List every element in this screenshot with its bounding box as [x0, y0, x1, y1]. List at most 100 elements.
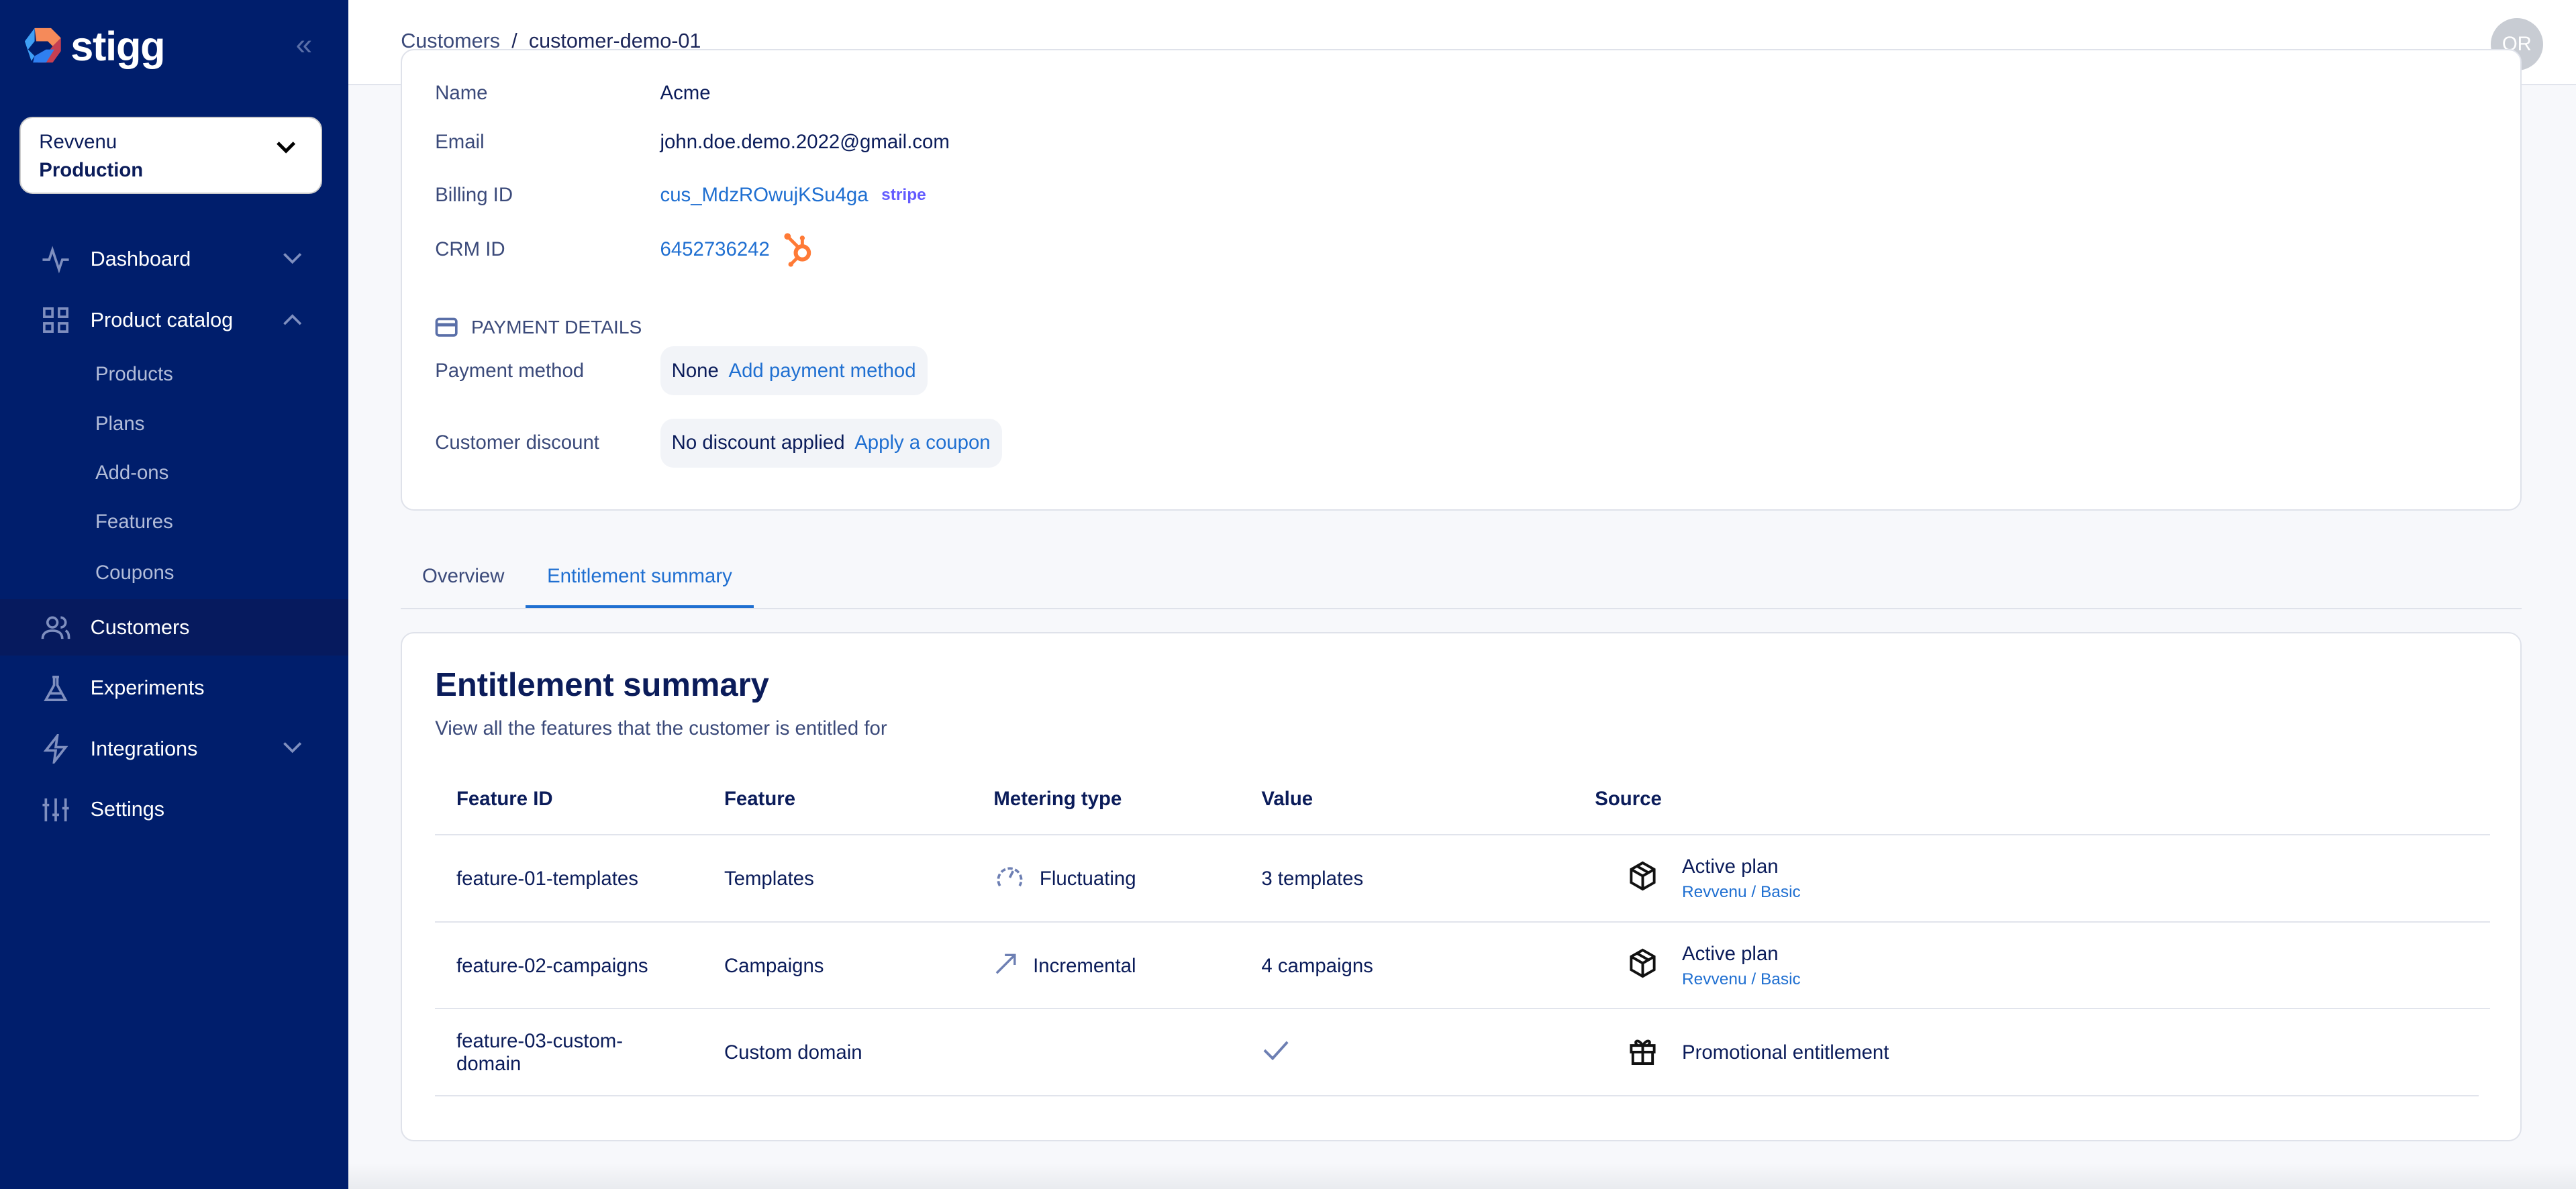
feature-name: Custom domain: [724, 1041, 862, 1064]
chevron-down-icon[interactable]: [283, 249, 302, 270]
sidebar-item-products[interactable]: Products: [0, 346, 348, 402]
breadcrumb-separator: /: [511, 30, 517, 53]
name-value: Acme: [660, 81, 711, 104]
chevron-down-icon: [277, 141, 296, 154]
add-payment-method-link[interactable]: Add payment method: [728, 359, 916, 382]
sidebar-item-label: Dashboard: [90, 248, 191, 271]
table-bottom-border: [435, 1095, 2479, 1096]
sidebar-item-customers[interactable]: Customers: [0, 599, 348, 656]
section-subtitle: View all the features that the customer …: [435, 717, 887, 740]
billing-id-label: Billing ID: [435, 183, 513, 206]
source-plan-link[interactable]: Revvenu / Basic: [1681, 970, 1801, 989]
stripe-logo: stripe: [881, 185, 926, 204]
page-bottom-shadow: [348, 1162, 2576, 1189]
sidebar: stigg « Revvenu Production Dashboard Prod…: [0, 0, 348, 1189]
sidebar-item-product-catalog[interactable]: Product catalog: [0, 293, 348, 348]
payment-method-value: None: [671, 359, 719, 382]
activity-icon: [41, 245, 70, 274]
table-row[interactable]: feature-01-templates Templates Fluctuati…: [435, 833, 2491, 921]
collapse-sidebar-button[interactable]: «: [295, 28, 313, 61]
metering-type: Incremental: [1033, 954, 1136, 977]
section-title: Entitlement summary: [435, 667, 769, 704]
discount-pill: No discount applied Apply a coupon: [660, 418, 1002, 468]
environment-selector[interactable]: Revvenu Production: [19, 116, 322, 194]
bolt-icon: [41, 734, 70, 764]
sliders-icon: [41, 795, 70, 825]
customer-details-card: Name Acme Email john.doe.demo.2022@gmail.c…: [401, 49, 2522, 511]
arrow-up-right-icon: [993, 950, 1020, 982]
sidebar-item-label: Products: [95, 363, 173, 386]
grid-icon: [41, 305, 70, 335]
breadcrumb: Customers / customer-demo-01: [401, 30, 701, 53]
tabs: Overview Entitlement summary: [401, 547, 2522, 610]
email-label: Email: [435, 131, 485, 154]
payment-method-pill: None Add payment method: [660, 346, 928, 396]
environment-name: Production: [39, 158, 144, 181]
table-row[interactable]: feature-03-custom-domain Custom domain P…: [435, 1008, 2491, 1095]
crm-id-label: CRM ID: [435, 238, 505, 260]
feature-name: Templates: [724, 867, 814, 890]
stigg-logo[interactable]: stigg: [21, 23, 165, 70]
tab-entitlement-summary[interactable]: Entitlement summary: [526, 547, 754, 608]
box-icon: [1626, 947, 1659, 985]
crm-id-link[interactable]: 6452736242: [660, 238, 770, 260]
sidebar-item-label: Features: [95, 511, 173, 533]
feature-name: Campaigns: [724, 954, 824, 977]
column-header-feature-id: Feature ID: [456, 788, 553, 811]
sidebar-item-label: Integrations: [90, 737, 198, 760]
account-name: Revvenu: [39, 131, 117, 154]
sidebar-item-experiments[interactable]: Experiments: [0, 660, 348, 716]
sidebar-item-add-ons[interactable]: Add-ons: [0, 445, 348, 501]
sidebar-item-label: Add-ons: [95, 461, 169, 484]
billing-id-link[interactable]: cus_MdzROwujKSu4ga: [660, 183, 869, 206]
sidebar-item-plans[interactable]: Plans: [0, 396, 348, 452]
customer-discount-label: Customer discount: [435, 431, 599, 454]
metering-type: Fluctuating: [1039, 867, 1136, 890]
credit-card-icon: [435, 317, 458, 337]
sidebar-item-dashboard[interactable]: Dashboard: [0, 231, 348, 287]
source-name: Active plan: [1681, 942, 1779, 965]
column-header-metering-type: Metering type: [993, 788, 1122, 811]
sidebar-item-label: Customers: [90, 615, 190, 639]
email-value: john.doe.demo.2022@gmail.com: [660, 131, 950, 154]
sidebar-item-coupons[interactable]: Coupons: [0, 546, 348, 601]
chevron-down-icon[interactable]: [283, 739, 302, 760]
feature-id: feature-03-custom-domain: [456, 1030, 624, 1076]
sidebar-item-label: Experiments: [90, 676, 205, 700]
source-name: Promotional entitlement: [1681, 1041, 1889, 1064]
column-header-value: Value: [1261, 788, 1314, 811]
sidebar-item-features[interactable]: Features: [0, 495, 348, 550]
breadcrumb-customers[interactable]: Customers: [401, 30, 501, 53]
feature-id: feature-02-campaigns: [456, 954, 648, 977]
discount-value: No discount applied: [671, 431, 845, 454]
payment-details-heading: PAYMENT DETAILS: [471, 316, 642, 338]
entitlement-summary-card: Entitlement summary View all the feature…: [401, 632, 2522, 1142]
sidebar-item-label: Product catalog: [90, 308, 234, 331]
column-header-source: Source: [1595, 788, 1662, 811]
sidebar-item-label: Settings: [90, 798, 165, 821]
payment-method-label: Payment method: [435, 359, 585, 382]
check-icon: [1261, 1039, 1291, 1067]
brand-name: stigg: [70, 23, 165, 70]
name-label: Name: [435, 81, 488, 104]
source-plan-link[interactable]: Revvenu / Basic: [1681, 883, 1801, 902]
sidebar-item-settings[interactable]: Settings: [0, 782, 348, 837]
sidebar-item-integrations[interactable]: Integrations: [0, 721, 348, 777]
entitlement-value: 4 campaigns: [1261, 954, 1373, 977]
column-header-feature: Feature: [724, 788, 796, 811]
gift-icon: [1626, 1034, 1659, 1072]
gauge-icon: [993, 860, 1026, 898]
sidebar-item-label: Plans: [95, 412, 145, 435]
hubspot-icon: [784, 233, 811, 267]
users-icon: [41, 613, 70, 642]
entitlement-value: 3 templates: [1261, 867, 1364, 890]
flask-icon: [41, 674, 70, 703]
apply-coupon-link[interactable]: Apply a coupon: [854, 431, 991, 454]
stigg-logo-icon: [24, 28, 61, 63]
box-icon: [1626, 860, 1659, 898]
chevron-up-icon[interactable]: [283, 310, 302, 331]
source-name: Active plan: [1681, 856, 1779, 878]
sidebar-item-label: Coupons: [95, 562, 175, 584]
tab-overview[interactable]: Overview: [422, 565, 505, 587]
table-row[interactable]: feature-02-campaigns Campaigns Increment…: [435, 921, 2491, 1009]
